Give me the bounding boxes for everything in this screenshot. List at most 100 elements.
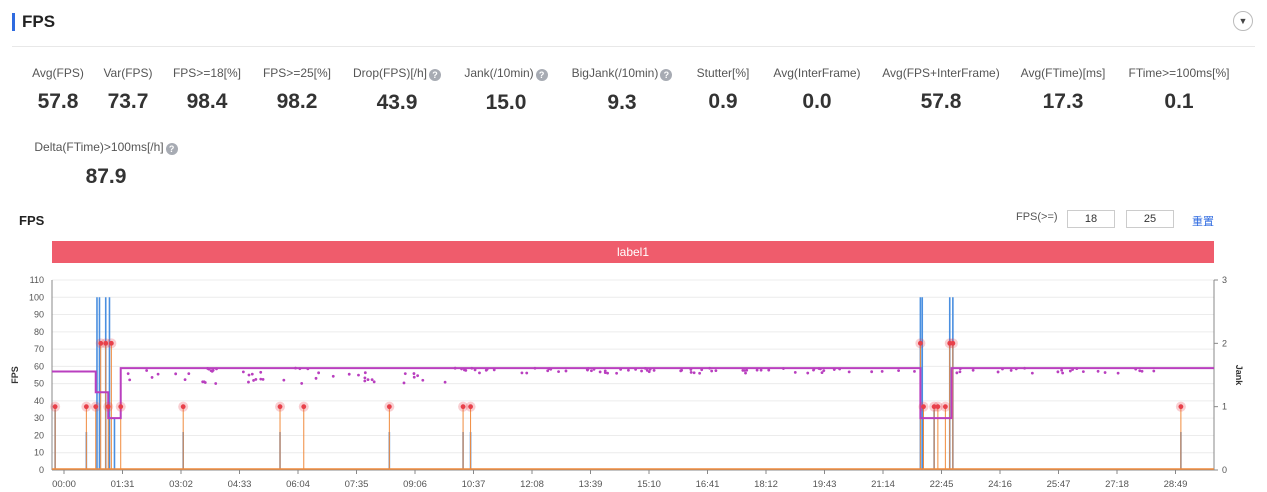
jank-marker	[105, 404, 111, 410]
fps-point	[1023, 366, 1026, 370]
fps-point	[214, 382, 218, 385]
fps-point	[366, 378, 370, 381]
fps-point	[838, 367, 842, 371]
fps-point	[215, 367, 218, 371]
jank-marker-halo	[458, 401, 469, 412]
fps-point	[126, 372, 130, 376]
x-tick-label: 07:35	[345, 479, 369, 490]
fps-threshold-high-input[interactable]: 25	[1126, 210, 1174, 228]
metric-6: BigJank(/10min)? 9.3	[532, 66, 712, 115]
metric-value: 0.0	[802, 90, 832, 113]
x-tick-label: 16:41	[696, 479, 720, 490]
fps-point	[174, 372, 178, 376]
metric-value: 98.4	[186, 90, 228, 113]
label-bar[interactable]: label1	[52, 241, 1214, 263]
jank-marker	[1178, 404, 1184, 410]
metric-8: Avg(InterFrame) 0.0	[727, 66, 907, 114]
jank-marker	[921, 404, 926, 410]
help-icon[interactable]: ?	[535, 69, 548, 81]
fps-point	[708, 366, 712, 370]
help-icon[interactable]: ?	[165, 143, 178, 155]
jank-marker	[93, 404, 99, 410]
fps-point	[247, 373, 251, 377]
jank-marker	[468, 404, 473, 410]
collapse-toggle-icon[interactable]: ▼	[1233, 11, 1253, 31]
fps-point	[546, 369, 550, 373]
fps-threshold-low-input[interactable]: 18	[1067, 210, 1115, 228]
fps-point	[1152, 369, 1156, 373]
fps-point	[955, 371, 959, 375]
y-tick-label: 0	[39, 465, 44, 475]
fps-point	[1068, 369, 1072, 373]
fps-point	[203, 381, 207, 384]
fps-point	[443, 380, 447, 384]
fps-point	[421, 378, 425, 382]
x-tick-label: 21:14	[871, 479, 895, 490]
fps-point	[416, 374, 420, 378]
fps-point	[647, 370, 651, 374]
fps-point	[463, 368, 466, 372]
fps-point	[744, 371, 747, 375]
x-tick-label: 03:02	[169, 479, 193, 490]
fps-point	[806, 371, 810, 375]
x-tick-label: 06:04	[286, 479, 310, 490]
jank-point	[936, 405, 940, 409]
fps-point	[357, 373, 360, 377]
fps-point	[202, 380, 206, 384]
fps-point	[1030, 371, 1034, 375]
chart-title: FPS	[19, 213, 45, 228]
metric-value: 57.8	[920, 90, 962, 113]
metric-1: Var(FPS) 73.7	[38, 66, 218, 114]
jank-point	[53, 405, 57, 409]
y-tick-label: 40	[34, 396, 44, 406]
fps-point	[586, 367, 590, 370]
metric-value: 57.8	[37, 90, 79, 113]
fps-point	[206, 367, 209, 370]
x-tick-label: 28:49	[1164, 479, 1188, 490]
fps-point	[241, 370, 245, 374]
fps-point	[880, 370, 884, 373]
fps-point	[822, 369, 826, 373]
jank-marker	[118, 404, 124, 410]
jank-point	[1179, 405, 1183, 409]
jank-marker-halo	[918, 401, 929, 412]
x-tick-label: 27:18	[1105, 479, 1129, 490]
jank-marker-halo	[465, 401, 476, 412]
fps-point	[298, 367, 302, 371]
y2-axis-label: Jank	[1234, 365, 1244, 387]
jank-marker	[386, 404, 392, 410]
jank-marker-halo	[178, 401, 189, 412]
help-icon[interactable]: ?	[429, 69, 441, 81]
metric-label: Delta(FTime)>100ms[/h]?	[16, 140, 196, 155]
y2-tick-label: 0	[1222, 465, 1227, 475]
jank-marker-halo	[944, 338, 955, 349]
metric-0: Avg(FPS) 57.8	[0, 66, 148, 114]
reset-button[interactable]: 重置	[1192, 216, 1214, 228]
y-axis-label: FPS	[10, 366, 20, 384]
fps-point	[627, 368, 630, 372]
jank-marker	[83, 404, 89, 410]
fps-point	[640, 369, 643, 373]
fps-point	[645, 368, 649, 372]
y-tick-label: 110	[30, 275, 44, 285]
metric-value: 0.9	[708, 90, 738, 113]
fps-point	[643, 366, 647, 370]
help-icon[interactable]: ?	[660, 69, 673, 81]
x-tick-label: 15:10	[637, 479, 661, 490]
jank-marker	[180, 404, 186, 410]
fps-point	[547, 367, 551, 371]
jank-point	[181, 405, 185, 409]
fps-point	[282, 378, 286, 382]
fps-point	[453, 366, 457, 370]
fps-point	[1140, 369, 1144, 373]
fps-point	[996, 370, 1000, 374]
fps-point	[745, 368, 749, 372]
x-tick-label: 22:45	[930, 479, 954, 490]
fps-point	[1001, 367, 1004, 371]
jank-point	[119, 405, 123, 409]
metric-label: Avg(InterFrame)	[773, 66, 861, 80]
fps-point	[363, 371, 367, 375]
fps-point	[484, 368, 488, 372]
fps-point	[832, 367, 836, 371]
fps-point	[473, 368, 477, 372]
